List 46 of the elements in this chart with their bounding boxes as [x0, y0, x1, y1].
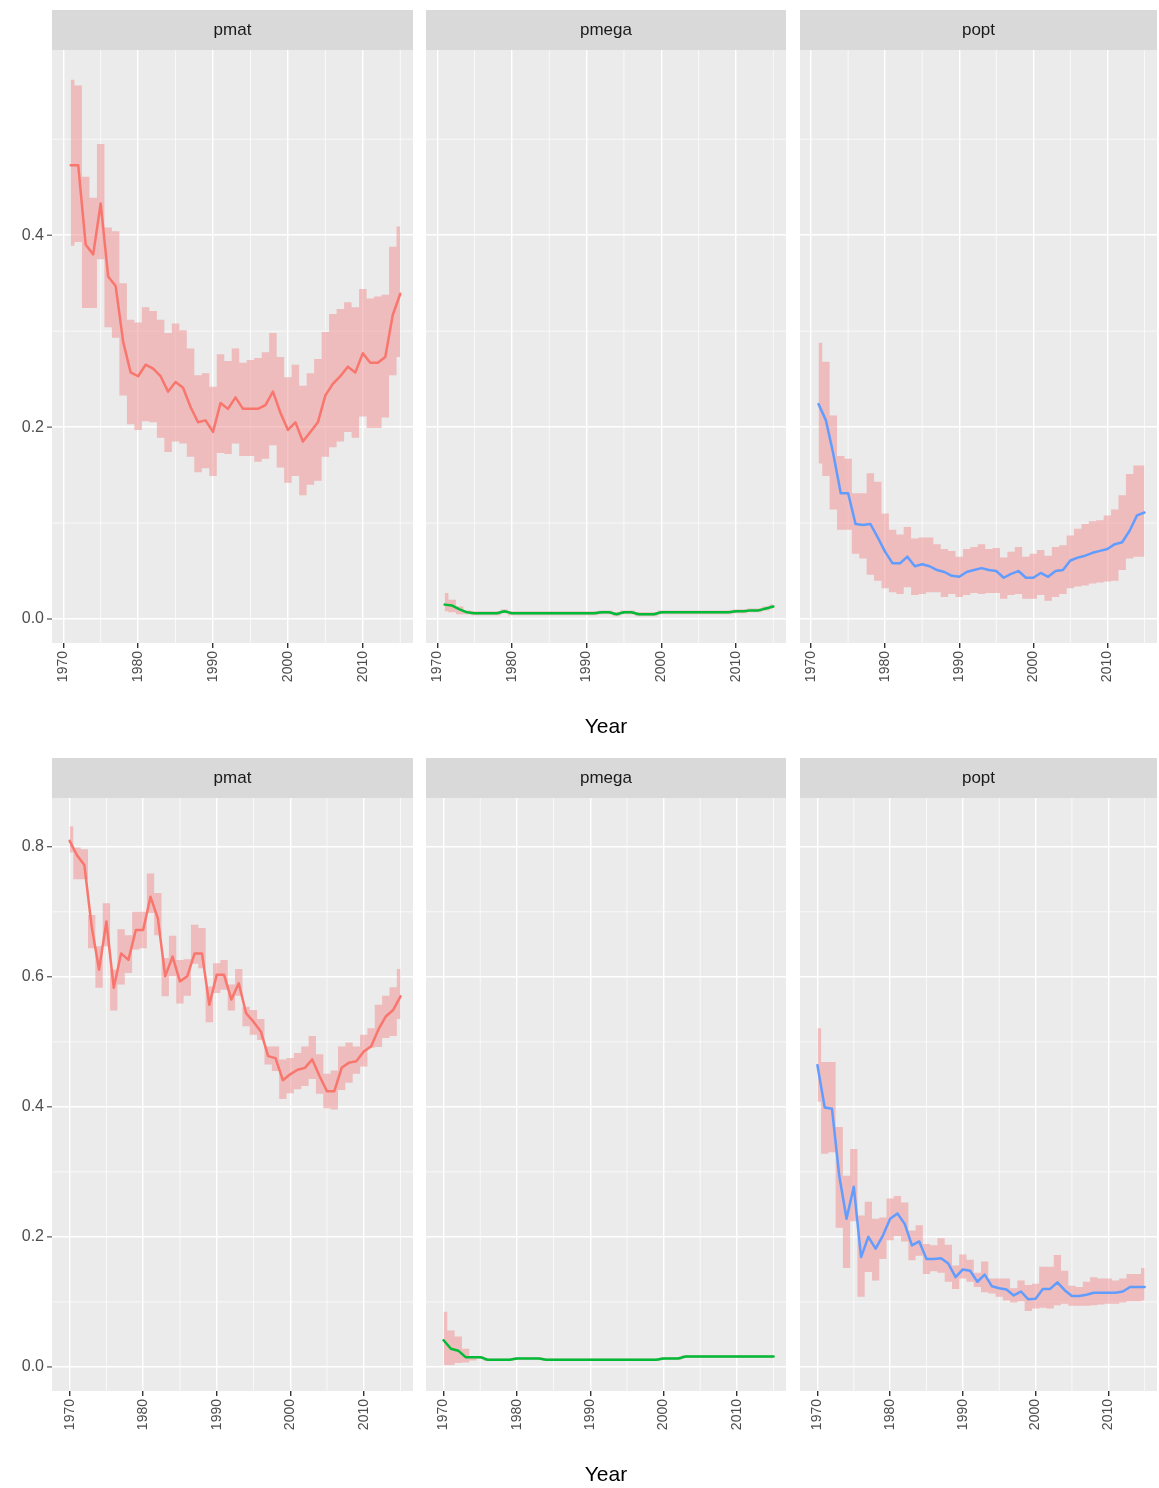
- x-tick-label: 1990: [577, 650, 594, 683]
- x-tick-label: 1990: [581, 1398, 598, 1431]
- x-tick-label: 1970: [428, 650, 445, 683]
- chart-title: pmat: [52, 10, 413, 50]
- x-tick-label: 1980: [507, 1398, 524, 1431]
- x-tick-label: 1980: [502, 650, 519, 683]
- x-tick-label: 1970: [54, 650, 71, 683]
- y-tick-label: 0.6: [21, 967, 45, 985]
- chart-title: popt: [800, 10, 1157, 50]
- y-tick-label: 0.8: [21, 837, 45, 855]
- chart-title: pmat: [52, 758, 413, 798]
- chart-title: pmega: [426, 10, 786, 50]
- x-tick-label: 1980: [134, 1398, 151, 1431]
- x-tick-label: 2000: [281, 1398, 298, 1431]
- x-tick-label: 2010: [353, 650, 370, 683]
- x-tick-label: 1990: [953, 1398, 970, 1431]
- x-tick-label: 1990: [207, 1398, 224, 1431]
- x-tick-label: 2010: [1098, 650, 1115, 683]
- chart-title: popt: [800, 758, 1157, 798]
- x-axis-title: Year: [584, 1462, 628, 1486]
- y-tick-label: 0.0: [21, 1357, 45, 1375]
- x-tick-label: 2000: [652, 650, 669, 683]
- x-tick-label: 2000: [654, 1398, 671, 1431]
- y-tick-label: 0.2: [21, 417, 45, 435]
- x-tick-label: 1970: [60, 1398, 77, 1431]
- x-tick-label: 2000: [1024, 650, 1041, 683]
- y-tick-label: 0.2: [21, 1227, 45, 1245]
- x-tick-label: 1990: [203, 650, 220, 683]
- x-tick-label: 2010: [726, 650, 743, 683]
- x-tick-label: 2010: [1099, 1398, 1116, 1431]
- x-tick-label: 1970: [801, 650, 818, 683]
- x-axis-title: Year: [584, 714, 628, 738]
- x-tick-label: 1980: [876, 650, 893, 683]
- x-tick-label: 2010: [727, 1398, 744, 1431]
- x-tick-label: 1970: [434, 1398, 451, 1431]
- chart-title: pmega: [426, 758, 786, 798]
- x-tick-label: 1980: [128, 650, 145, 683]
- x-tick-label: 1970: [808, 1398, 825, 1431]
- x-tick-label: 1980: [881, 1398, 898, 1431]
- x-tick-label: 2000: [1026, 1398, 1043, 1431]
- y-tick-label: 0.0: [21, 609, 45, 627]
- x-tick-label: 2000: [278, 650, 295, 683]
- y-tick-label: 0.4: [21, 1097, 45, 1115]
- x-tick-label: 1990: [950, 650, 967, 683]
- x-tick-label: 2010: [354, 1398, 371, 1431]
- y-tick-label: 0.4: [21, 225, 45, 243]
